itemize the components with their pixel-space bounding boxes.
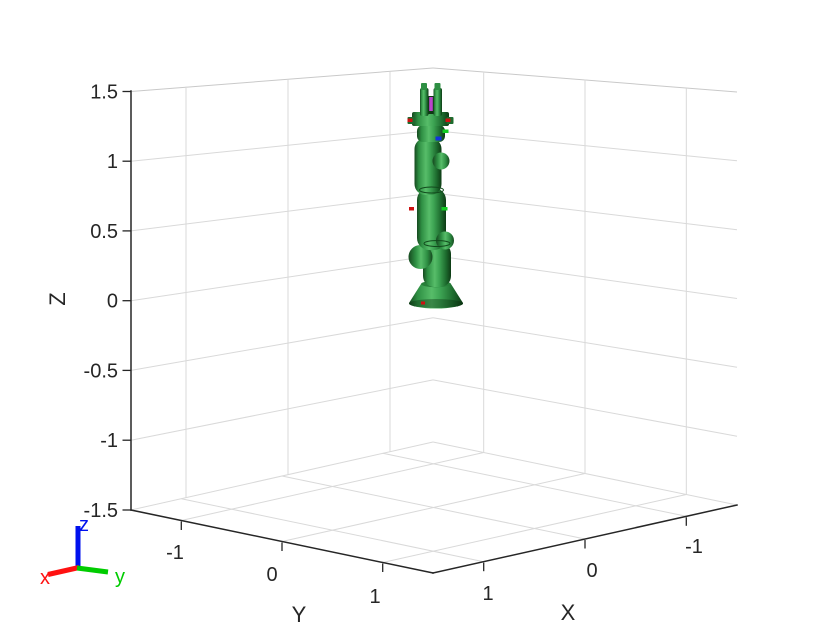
grid-line [130,254,434,302]
z-tick-label: 1.5 [90,82,118,104]
grid-line [130,130,434,162]
axis-text-labels: 1.5 1 0.5 0 -0.5 -1 -1.5 -1 0 1 1 0 -1 Y X Z [45,82,703,628]
z-tick-label: 0.5 [90,221,118,243]
robot-joint-seam-2 [419,186,444,194]
robot-base-rim-shadow [409,299,463,308]
y-axis-label: Y [292,602,307,627]
z-tick-label: 1 [107,151,118,173]
x-tick-label: 0 [586,560,597,582]
robot-shoulder-ball [408,245,433,269]
x-tick-label: -1 [685,536,703,558]
axis-ruler-y [130,509,434,574]
grid-line [382,452,687,517]
y-tick-label: -1 [166,542,184,564]
robot-wrist-ball [432,152,450,170]
grid-line [281,475,586,540]
grid-line [130,67,434,92]
triad-x-axis-icon [47,565,80,577]
z-tick-label: -0.5 [84,360,118,382]
axis-ruler-x [432,504,738,574]
grid-line [130,192,434,232]
z-axis-label: Z [45,292,70,305]
robot-finger-knob-left [421,83,427,90]
robot-gripper-finger-right [433,88,442,116]
z-tick-label: -1.5 [84,500,118,522]
triad-y-axis-icon [76,565,109,575]
x-tick-label: 1 [482,583,493,605]
tick-marks [122,90,687,572]
frame-marker-green-icon [442,129,449,133]
robot-link-3 [414,138,442,195]
z-tick-label: 0 [107,291,118,313]
frame-marker-blue-icon [435,136,442,141]
frame-marker-red-icon [421,301,425,305]
robot-finger-knob-right [434,83,441,90]
frame-marker-red-icon [409,207,414,211]
robot-gripper-palm [412,112,449,126]
grid-line [130,379,434,441]
frame-marker-red-icon [407,118,413,122]
triad-x-label: x [40,567,50,589]
y-tick-label: 1 [369,586,380,608]
robot-joint-seam-1 [423,240,451,247]
grid-lines [130,67,738,563]
grid-line [181,498,484,563]
robot-base-rim [409,299,463,308]
frame-marker-green-icon [441,207,448,211]
triad-z-label: z [79,514,89,536]
x-axis-label: X [561,600,576,625]
robot-arm [407,83,463,309]
triad-y-label: y [115,566,125,588]
orientation-triad: x y z [40,514,125,589]
frame-marker-magenta-icon [429,97,433,111]
frame-marker-red-icon [445,118,451,122]
robot-gripper-finger-left [420,88,429,116]
grid-line [130,317,434,371]
y-tick-label: 0 [266,564,277,586]
z-tick-label: -1 [100,430,118,452]
